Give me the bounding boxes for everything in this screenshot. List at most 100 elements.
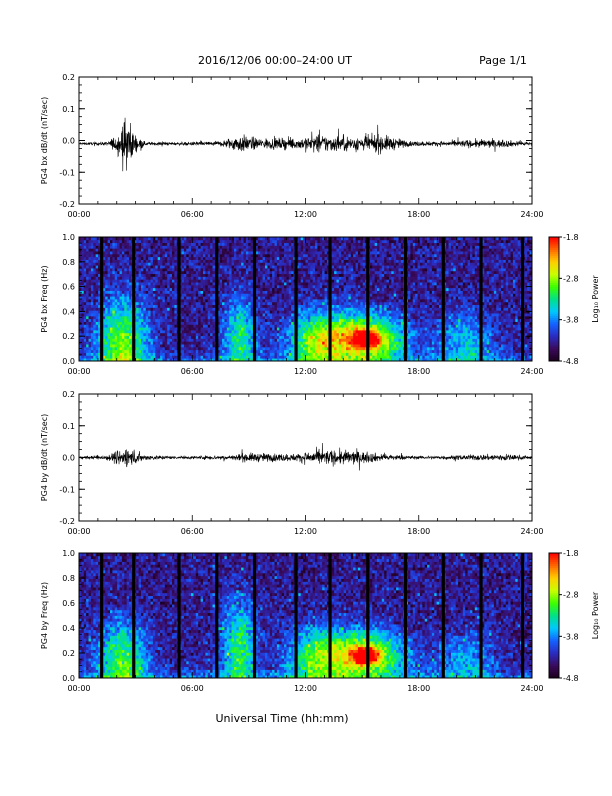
spectrogram-cell — [129, 296, 132, 299]
spectrogram-cell — [127, 319, 130, 322]
spectrogram-cell — [289, 274, 292, 277]
spectrogram-cell — [301, 291, 304, 294]
spectrogram-cell — [91, 293, 94, 296]
spectrogram-cell — [191, 324, 194, 327]
spectrogram-cell — [108, 257, 111, 260]
spectrogram-cell — [213, 307, 216, 310]
spectrogram-cell — [236, 336, 239, 339]
spectrogram-cell — [110, 288, 113, 291]
spectrogram-cell — [115, 265, 118, 268]
spectrogram-cell — [84, 276, 87, 279]
spectrogram-cell — [172, 336, 175, 339]
spectrogram-cell — [277, 341, 280, 344]
spectrogram-cell — [93, 322, 96, 325]
spectrogram-cell — [248, 305, 251, 308]
spectrogram-cell — [191, 350, 194, 353]
spectrogram-cell — [308, 296, 311, 299]
spectrogram-cell — [279, 274, 282, 277]
spectrogram-cell — [122, 288, 125, 291]
spectrogram-cell — [139, 243, 142, 246]
spectrogram-cell — [153, 338, 156, 341]
spectrogram-cell — [275, 338, 278, 341]
spectrogram-cell — [306, 310, 309, 313]
spectrogram-cell — [170, 327, 173, 330]
spectrogram-cell — [122, 243, 125, 246]
spectrogram-cell — [332, 299, 335, 302]
spectrogram-cell — [336, 260, 339, 263]
spectrogram-cell — [203, 355, 206, 358]
spectrogram-cell — [341, 251, 344, 254]
spectrogram-cell — [105, 274, 108, 277]
spectrogram-cell — [234, 338, 237, 341]
spectrogram-cell — [234, 313, 237, 316]
spectrogram-cell — [146, 313, 149, 316]
spectrogram-cell — [193, 347, 196, 350]
spectrogram-cell — [222, 265, 225, 268]
spectrogram-cell — [317, 316, 320, 319]
spectrogram-cell — [310, 319, 313, 322]
spectrogram-cell — [224, 344, 227, 347]
spectrogram-cell — [120, 265, 123, 268]
spectrogram-cell — [315, 254, 318, 257]
spectrogram-cell — [279, 299, 282, 302]
spectrogram-cell — [96, 333, 99, 336]
spectrogram-cell — [89, 327, 92, 330]
spectrogram-cell — [239, 327, 242, 330]
spectrogram-cell — [120, 322, 123, 325]
spectrogram-cell — [222, 245, 225, 248]
spectrogram-cell — [284, 268, 287, 271]
spectrogram-cell — [148, 245, 151, 248]
spectrogram-cell — [96, 248, 99, 251]
spectrogram-cell — [141, 254, 144, 257]
spectrogram-cell — [308, 240, 311, 243]
spectrogram-cell — [236, 307, 239, 310]
spectrogram-cell — [210, 240, 213, 243]
spectrogram-cell — [332, 313, 335, 316]
spectrogram-cell — [320, 288, 323, 291]
spectrogram-cell — [84, 293, 87, 296]
spectrogram-cell — [124, 248, 127, 251]
spectrogram-cell — [139, 324, 142, 327]
spectrogram-cell — [148, 254, 151, 257]
spectrogram-cell — [282, 262, 285, 265]
spectrogram-cell — [301, 274, 304, 277]
spectrogram-cell — [208, 322, 211, 325]
spectrogram-cell — [246, 265, 249, 268]
spectrogram-cell — [227, 285, 230, 288]
spectrogram-cell — [279, 262, 282, 265]
spectrogram-cell — [244, 254, 247, 257]
spectrogram-cell — [160, 313, 163, 316]
spectrogram-cell — [155, 282, 158, 285]
spectrogram-cell — [232, 316, 235, 319]
spectrogram-cell — [222, 271, 225, 274]
spectrogram-cell — [162, 305, 165, 308]
spectrogram-cell — [174, 322, 177, 325]
spectrogram-cell — [222, 248, 225, 251]
spectrogram-cell — [196, 347, 199, 350]
spectrogram-cell — [108, 293, 111, 296]
spectrogram-cell — [286, 322, 289, 325]
spectrogram-cell — [341, 299, 344, 302]
spectrogram-cell — [286, 245, 289, 248]
spectrogram-cell — [336, 265, 339, 268]
spectrogram-cell — [272, 341, 275, 344]
spectrogram-cell — [136, 310, 139, 313]
spectrogram-cell — [112, 307, 115, 310]
spectrogram-cell — [306, 341, 309, 344]
spectrogram-cell — [93, 251, 96, 254]
spectrogram-cell — [291, 243, 294, 246]
spectrogram-cell — [186, 260, 189, 263]
spectrogram-cell — [234, 305, 237, 308]
spectrogram-cell — [172, 338, 175, 341]
spectrogram-cell — [162, 291, 165, 294]
spectrogram-cell — [320, 265, 323, 268]
spectrogram-cell — [182, 344, 185, 347]
spectrogram-cell — [103, 341, 106, 344]
spectrogram-cell — [286, 302, 289, 305]
spectrogram-cell — [339, 282, 342, 285]
spectrogram-cell — [229, 285, 232, 288]
spectrogram-cell — [91, 296, 94, 299]
spectrogram-cell — [205, 245, 208, 248]
spectrogram-cell — [165, 344, 168, 347]
